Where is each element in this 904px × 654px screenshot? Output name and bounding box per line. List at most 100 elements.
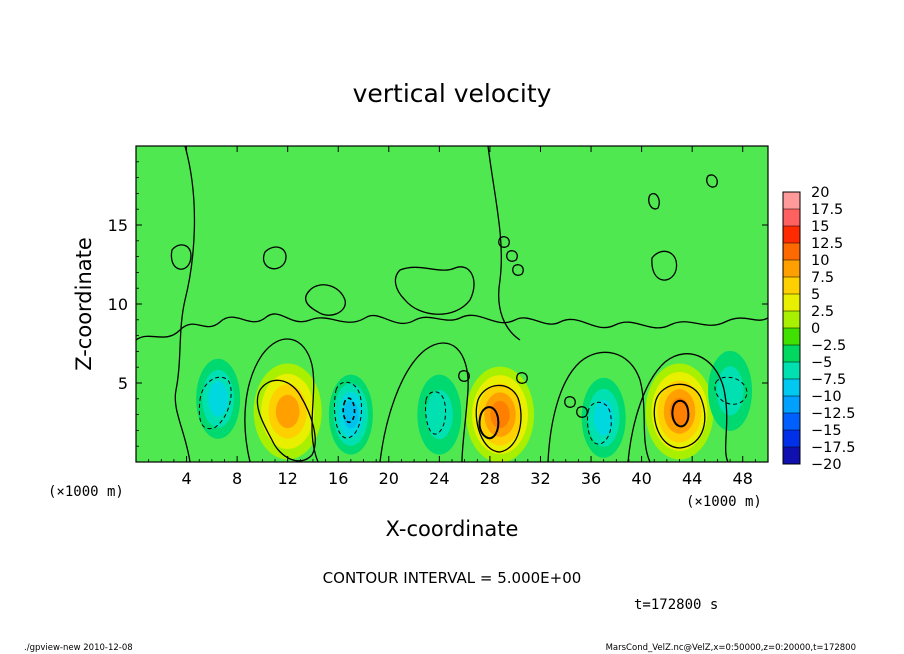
colorbar-swatch	[783, 260, 800, 278]
colorbar-swatch	[783, 209, 800, 227]
contour-zero-line	[706, 174, 718, 188]
velocity-cell	[417, 374, 462, 455]
y-tick-label: 10	[108, 295, 128, 314]
contour-zero-line	[262, 246, 287, 270]
contour-zero-line	[394, 266, 475, 315]
contour-zero-line	[304, 284, 346, 316]
velocity-cell	[253, 363, 322, 460]
contour-zero-line	[627, 353, 729, 462]
colorbar-swatch	[783, 430, 800, 448]
plot-area	[136, 146, 768, 462]
colorbar-label: −7.5	[811, 372, 846, 388]
velocity-level	[343, 400, 359, 429]
contour-zero-line	[564, 396, 576, 408]
velocity-level	[425, 389, 453, 440]
contour-plus-5	[256, 379, 316, 462]
colorbar-label: −20	[811, 457, 842, 473]
colorbar-swatch	[783, 396, 800, 414]
x-tick-label: 32	[530, 469, 550, 488]
contour-plus-10	[671, 399, 690, 428]
colorbar-label: −10	[811, 389, 842, 405]
colorbar-label: 15	[811, 219, 829, 235]
x-tick-label: 44	[682, 469, 702, 488]
colorbar-swatch	[783, 226, 800, 244]
colorbar-label: −5	[811, 355, 832, 371]
x-tick-label: 28	[480, 469, 500, 488]
contour-zero-line	[379, 342, 469, 462]
contour-zero-line	[174, 146, 196, 462]
contour-zero-line	[244, 338, 319, 462]
colorbar-swatch	[783, 447, 800, 465]
y-axis-unit: (×1000 m)	[48, 484, 124, 500]
colorbar: 2017.51512.5107.552.50−2.5−5−7.5−10−12.5…	[782, 185, 855, 473]
contour-zero-line	[648, 193, 660, 210]
contour-minus-5	[587, 401, 612, 445]
contour-zero-line	[170, 244, 192, 270]
velocity-cell	[645, 363, 714, 460]
contour-zero-line	[516, 372, 528, 384]
x-tick-label: 36	[581, 469, 601, 488]
x-tick-label: 4	[181, 469, 191, 488]
contour-minus-5	[425, 391, 447, 435]
colorbar-label: 20	[811, 185, 829, 201]
velocity-level	[275, 394, 300, 429]
contour-minus-5	[198, 376, 232, 430]
velocity-cell	[196, 358, 241, 439]
contour-minus-5	[714, 376, 748, 405]
y-axis: 5 10 15	[108, 161, 768, 447]
colorbar-swatch	[783, 362, 800, 380]
contour-zero-line	[512, 264, 524, 276]
colorbar-swatch	[783, 277, 800, 295]
contour-plus-5	[653, 383, 706, 449]
contour-negative-lines	[198, 376, 748, 445]
colorbar-label: 5	[811, 287, 820, 303]
x-tick-label: 40	[631, 469, 651, 488]
contour-zero-line	[136, 313, 768, 341]
x-axis-label: X-coordinate	[386, 517, 519, 541]
y-tick-label: 15	[108, 216, 128, 235]
colorbar-swatch	[783, 328, 800, 346]
chart-title: vertical velocity	[353, 79, 552, 108]
velocity-cell	[708, 350, 753, 431]
contour-lines	[136, 146, 768, 462]
x-axis: 4 8 12 16 20 24 28 32 36 40 44 48	[148, 146, 756, 488]
colorbar-swatch	[783, 243, 800, 261]
colorbar-label: 12.5	[811, 236, 843, 252]
colorbar-swatch	[783, 413, 800, 431]
x-tick-label: 48	[733, 469, 753, 488]
contour-minus-5	[334, 381, 362, 439]
colorbar-label: −15	[811, 423, 842, 439]
contour-zero-line	[487, 146, 521, 341]
contour-zero-line	[651, 250, 678, 281]
colorbar-label: 7.5	[811, 270, 834, 286]
velocity-level	[490, 400, 510, 429]
colorbar-label: 2.5	[811, 304, 834, 320]
colorbar-swatch	[783, 192, 800, 210]
contour-zero-line	[506, 250, 518, 262]
contour-plus-5	[475, 384, 522, 453]
x-tick-label: 16	[328, 469, 348, 488]
footer-right: MarsCond_VelZ.nc@VelZ,x=0:50000,z=0:2000…	[606, 643, 856, 653]
colorbar-label: −2.5	[811, 338, 846, 354]
velocity-cell	[328, 374, 373, 455]
x-tick-label: 24	[429, 469, 449, 488]
colorbar-label: −17.5	[811, 440, 855, 456]
contour-zero-line	[547, 351, 651, 462]
velocity-cell	[581, 377, 626, 458]
x-tick-label: 12	[278, 469, 298, 488]
x-tick-label: 20	[379, 469, 399, 488]
velocity-level	[716, 366, 744, 416]
contour-plus-10	[478, 406, 500, 440]
colorbar-label: 0	[811, 321, 820, 337]
colorbar-label: 17.5	[811, 202, 843, 218]
contour-zero-line	[498, 236, 510, 248]
footer-left: ./gpview-new 2010-12-08	[24, 643, 133, 653]
colorbar-label: 10	[811, 253, 829, 269]
colorbar-swatch	[783, 311, 800, 329]
y-tick-label: 5	[118, 374, 128, 393]
velocity-level	[208, 381, 228, 417]
colorbar-label: −12.5	[811, 406, 855, 422]
colorbar-swatch	[783, 294, 800, 312]
contour-zero-line	[576, 406, 588, 418]
